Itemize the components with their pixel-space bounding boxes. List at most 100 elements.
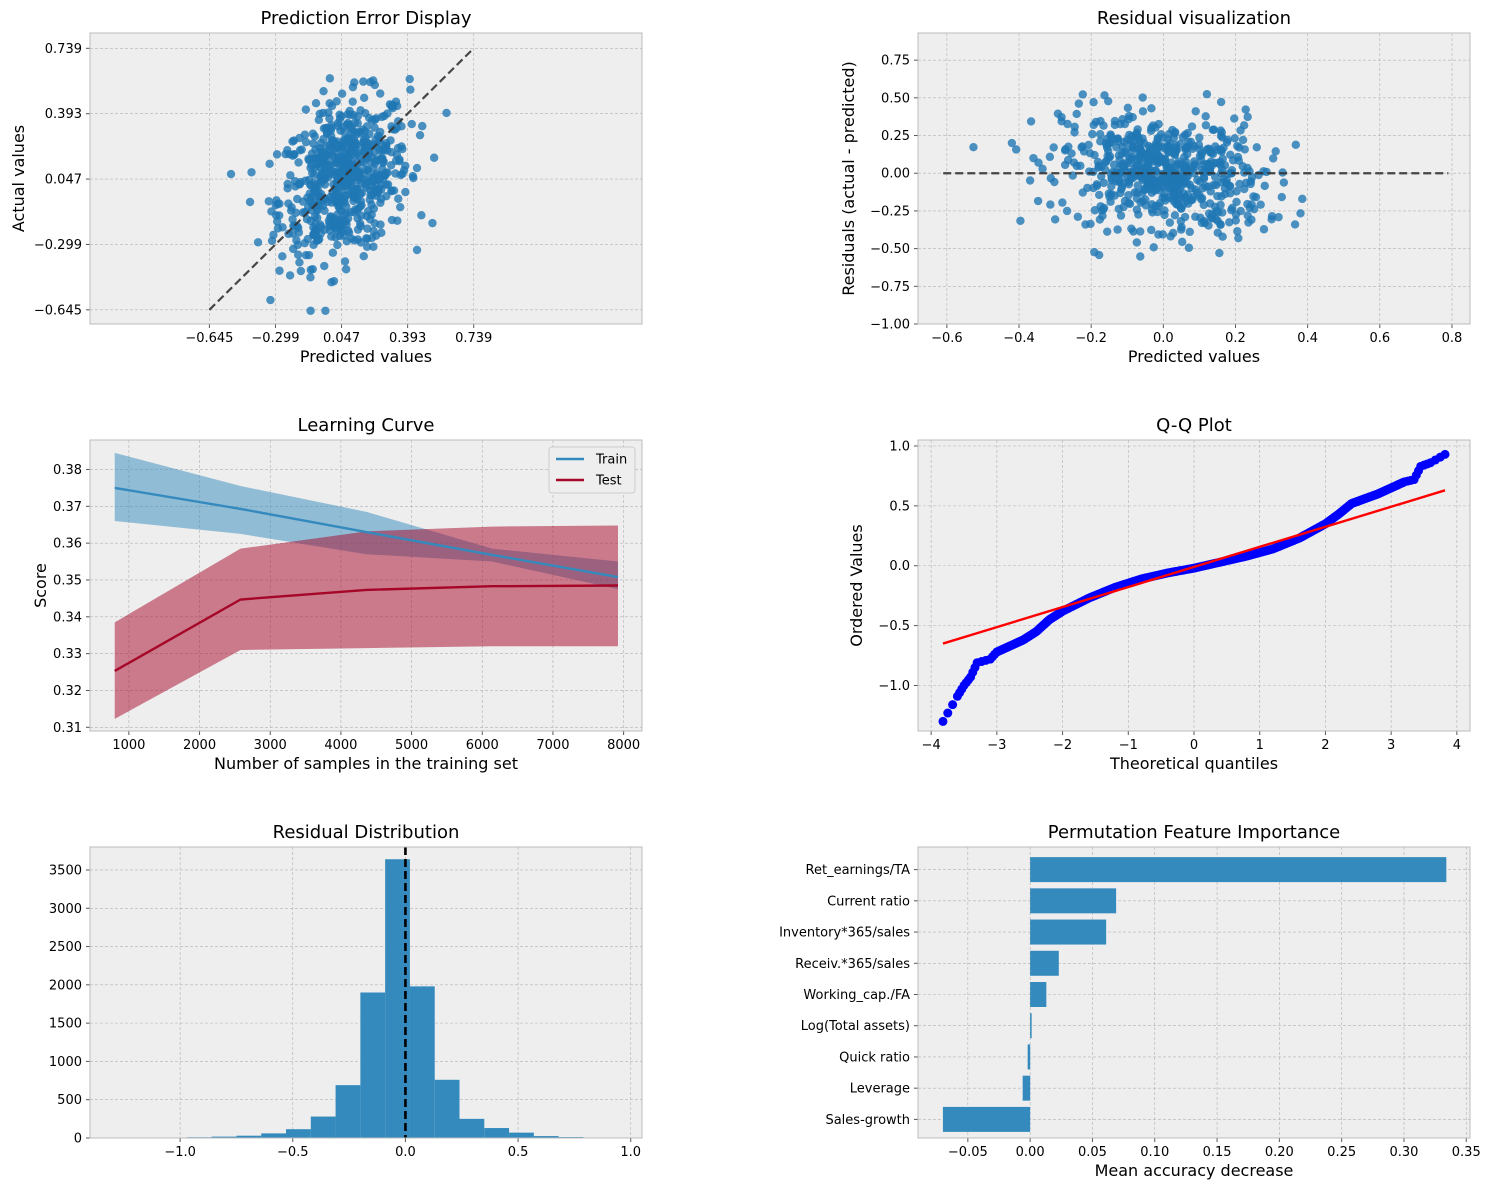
data-point bbox=[304, 154, 313, 163]
data-point bbox=[1102, 227, 1112, 236]
data-point bbox=[350, 127, 359, 137]
data-point bbox=[1083, 183, 1092, 193]
data-point bbox=[1199, 173, 1209, 182]
series-line-test bbox=[114, 584, 618, 673]
y-tick-label: 0.32 bbox=[53, 684, 82, 699]
data-point bbox=[287, 203, 296, 212]
data-point bbox=[1138, 107, 1148, 116]
data-point bbox=[369, 204, 379, 213]
data-point bbox=[363, 224, 372, 233]
data-point bbox=[325, 74, 335, 83]
series-line-train bbox=[114, 486, 619, 579]
data-point bbox=[1070, 122, 1079, 132]
data-point bbox=[363, 234, 372, 244]
y-tick-label: Inventory*365/sales bbox=[779, 926, 910, 941]
x-tick-label: 0.2 bbox=[1225, 331, 1246, 346]
data-point bbox=[275, 266, 284, 275]
data-point bbox=[359, 135, 369, 144]
data-point bbox=[1225, 218, 1234, 227]
subplot-learning_curve: 1000 2000 3000 4000 5000 6000 7000 8000 0.31 0.32… bbox=[31, 415, 643, 773]
y-tick-label: 0 bbox=[74, 1132, 82, 1147]
data-point bbox=[1256, 200, 1265, 209]
data-point bbox=[1067, 149, 1076, 158]
quantile-point bbox=[938, 716, 948, 726]
data-point bbox=[272, 196, 281, 205]
data-point bbox=[387, 148, 396, 157]
data-point bbox=[370, 80, 380, 90]
data-point bbox=[306, 273, 315, 282]
data-point bbox=[1016, 216, 1025, 225]
axes-frame bbox=[89, 32, 643, 325]
chart-title: Learning Curve bbox=[298, 415, 435, 436]
histogram-bar bbox=[459, 1118, 485, 1138]
y-axis-label: Score bbox=[31, 563, 50, 608]
data-point bbox=[1197, 218, 1207, 228]
data-point bbox=[1180, 161, 1190, 170]
x-tick-label: 7000 bbox=[536, 738, 569, 753]
data-point bbox=[293, 250, 303, 259]
data-point bbox=[1234, 156, 1244, 165]
data-point bbox=[1247, 173, 1257, 182]
data-point bbox=[1213, 191, 1222, 201]
data-point bbox=[301, 250, 311, 260]
quantile-point bbox=[948, 700, 958, 710]
data-point bbox=[1125, 199, 1135, 209]
y-tick-label: 0.38 bbox=[53, 463, 82, 478]
data-point bbox=[1195, 133, 1204, 142]
data-point bbox=[1106, 130, 1115, 139]
data-point bbox=[1074, 99, 1084, 108]
data-point bbox=[1184, 243, 1194, 252]
x-tick-label: 4 bbox=[1453, 738, 1461, 753]
data-point bbox=[278, 223, 287, 232]
data-point bbox=[1155, 198, 1165, 208]
axes-frame bbox=[89, 846, 643, 1139]
data-point bbox=[1090, 206, 1100, 215]
data-point bbox=[1029, 153, 1038, 163]
y-tick-label: 0.0 bbox=[889, 559, 910, 574]
chart-title: Q-Q Plot bbox=[1156, 415, 1232, 436]
data-point bbox=[357, 211, 366, 220]
data-point bbox=[1231, 216, 1240, 225]
data-point bbox=[1230, 114, 1239, 123]
data-point bbox=[1230, 134, 1239, 143]
data-point bbox=[1210, 172, 1220, 182]
data-point bbox=[377, 185, 386, 194]
y-tick-label: 0.31 bbox=[53, 721, 82, 736]
data-point bbox=[341, 265, 351, 274]
data-point bbox=[1007, 138, 1017, 148]
data-point bbox=[1133, 181, 1142, 190]
x-tick-label: 0.0 bbox=[395, 1145, 416, 1160]
data-point bbox=[428, 218, 437, 228]
data-point bbox=[1216, 97, 1226, 107]
data-point bbox=[286, 171, 295, 180]
confidence-band-test bbox=[114, 525, 618, 719]
plot-content bbox=[943, 89, 1449, 261]
legend-label-test: Test bbox=[595, 474, 622, 489]
data-point bbox=[1183, 128, 1192, 138]
data-point bbox=[1099, 203, 1109, 213]
data-point bbox=[1169, 133, 1179, 143]
data-point bbox=[1084, 140, 1093, 150]
data-point bbox=[333, 240, 342, 250]
data-point bbox=[1252, 143, 1261, 152]
y-tick-label: 0.5 bbox=[889, 499, 910, 514]
data-point bbox=[1204, 221, 1213, 230]
data-point bbox=[1112, 143, 1121, 152]
x-tick-label: 1000 bbox=[112, 738, 145, 753]
data-point bbox=[1155, 152, 1165, 162]
importance-bar bbox=[1030, 1013, 1032, 1039]
data-point bbox=[327, 278, 336, 287]
data-point bbox=[1143, 149, 1153, 158]
data-point bbox=[314, 234, 324, 244]
data-point bbox=[1125, 153, 1135, 163]
data-point bbox=[1185, 180, 1195, 189]
data-point bbox=[350, 78, 359, 87]
histogram-bar bbox=[211, 1136, 237, 1138]
axes-frame bbox=[89, 439, 643, 732]
data-point bbox=[1153, 135, 1162, 144]
x-tick-label: −1.0 bbox=[164, 1145, 196, 1160]
data-point bbox=[1188, 195, 1197, 204]
data-point bbox=[1171, 141, 1181, 150]
data-point bbox=[1062, 206, 1072, 216]
data-point bbox=[412, 163, 422, 173]
